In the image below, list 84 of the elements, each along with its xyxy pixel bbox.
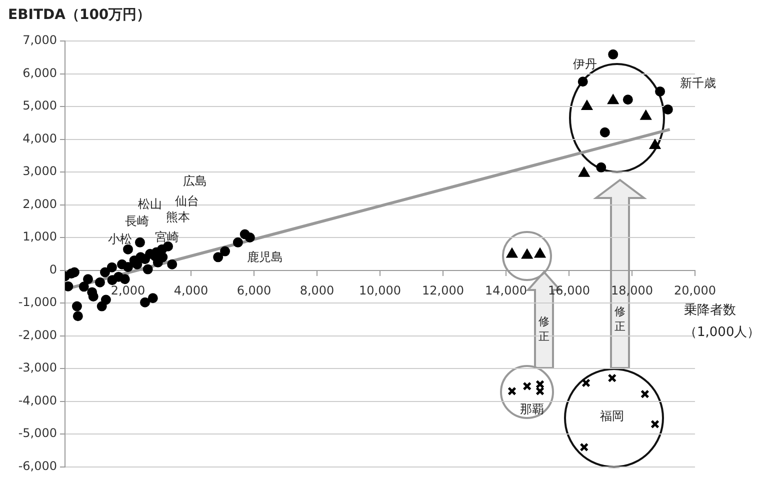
- point: [582, 378, 590, 388]
- annotation: 福岡: [600, 409, 624, 424]
- point: [72, 311, 83, 322]
- annotation: 修正: [614, 304, 626, 333]
- x-tick-label: 8,000: [300, 284, 334, 298]
- x-tick-label: 10,000: [359, 284, 401, 298]
- y-tick-label: 2,000: [22, 196, 57, 211]
- x-tick-label: 16,000: [548, 284, 590, 298]
- point: [608, 49, 618, 60]
- annotation: 宮崎: [155, 230, 179, 244]
- x-tick-label: 6,000: [236, 284, 272, 298]
- y-tick-label: -5,000: [18, 426, 57, 440]
- point: [649, 138, 661, 149]
- annotation: 小松: [108, 232, 132, 246]
- x-tick-label: 12,000: [422, 284, 464, 298]
- point: [66, 268, 76, 279]
- x-tick-label: 14,000: [485, 284, 527, 298]
- y-tick-label: 5,000: [22, 98, 57, 113]
- point: [123, 244, 133, 254]
- point: [106, 262, 117, 272]
- point: [82, 274, 93, 284]
- y-tick-label: 6,000: [22, 66, 57, 80]
- annotation: 那覇: [520, 402, 544, 416]
- annotation: 伊丹: [573, 57, 597, 72]
- annotation: 新千歳: [680, 76, 716, 90]
- y-tick-label: -4,000: [18, 393, 57, 408]
- point: [640, 110, 652, 120]
- point: [148, 293, 158, 304]
- point: [521, 248, 533, 259]
- point: [100, 267, 110, 278]
- point: [522, 382, 532, 391]
- point: [581, 100, 593, 110]
- annotation: 長崎: [125, 214, 149, 228]
- point: [232, 237, 243, 248]
- point: [650, 420, 660, 429]
- point: [220, 246, 230, 256]
- point: [578, 166, 590, 177]
- y-tick-label: 0: [49, 262, 57, 276]
- y-tick-label: -6,000: [18, 458, 57, 473]
- point: [78, 282, 89, 292]
- y-tick-label: -1,000: [18, 295, 57, 310]
- point: [100, 294, 111, 305]
- point: [244, 232, 255, 243]
- point: [506, 248, 518, 258]
- y-tick-label: 4,000: [22, 131, 57, 146]
- annotation: 鹿児島: [247, 250, 283, 264]
- point: [114, 272, 124, 282]
- point: [622, 94, 633, 105]
- y-tick-label: 7,000: [22, 33, 57, 48]
- point: [534, 248, 546, 258]
- annotation: 仙台: [175, 194, 199, 208]
- x-tick-label: 2,000: [110, 284, 146, 298]
- point: [600, 127, 610, 138]
- point: [140, 297, 150, 308]
- annotation: 熊本: [166, 210, 190, 224]
- point: [508, 386, 516, 396]
- point: [167, 259, 178, 270]
- point: [94, 277, 105, 288]
- y-tick-label: 3,000: [22, 164, 57, 178]
- point: [578, 76, 588, 87]
- point: [607, 94, 619, 104]
- y-axis-title: EBITDA（100万円）: [8, 6, 151, 24]
- point: [580, 442, 589, 452]
- y-tick-label: -2,000: [18, 328, 57, 342]
- x-tick-label: 20,000: [674, 284, 716, 298]
- point: [142, 264, 153, 274]
- point: [134, 237, 145, 248]
- annotation: 修正: [538, 314, 550, 343]
- point: [123, 262, 133, 272]
- point: [72, 301, 82, 312]
- point: [213, 252, 224, 262]
- x-tick-label: 18,000: [611, 284, 653, 298]
- y-tick-label: -3,000: [18, 360, 57, 375]
- point: [608, 374, 617, 382]
- annotation: 松山: [138, 197, 162, 212]
- point: [662, 104, 673, 114]
- y-tick-label: 1,000: [22, 230, 57, 244]
- x-axis-title: 乗降者数（1,000人）: [684, 302, 762, 342]
- x-tick-label: 4,000: [174, 284, 208, 298]
- annotation: 広島: [183, 174, 207, 188]
- point: [136, 252, 146, 262]
- point: [655, 86, 666, 96]
- point: [640, 390, 650, 399]
- point: [596, 162, 606, 172]
